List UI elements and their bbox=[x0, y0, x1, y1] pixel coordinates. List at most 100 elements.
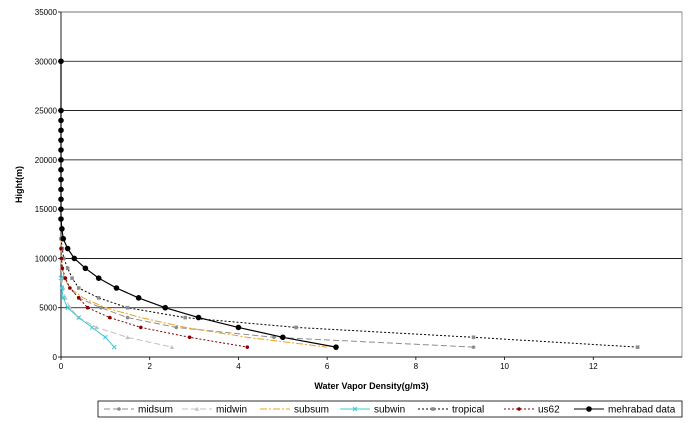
x-tick-label-0: 0 bbox=[59, 362, 64, 371]
legend-marker-3 bbox=[352, 406, 358, 412]
legend: midsum midwin subsum subwin tropical us62 mehr… bbox=[97, 400, 683, 418]
data-point-6-18 bbox=[95, 275, 102, 281]
legend-box bbox=[97, 400, 683, 418]
data-point-5-5 bbox=[76, 296, 81, 300]
series-midwin bbox=[58, 256, 175, 349]
data-point-0-10 bbox=[272, 335, 276, 340]
data-point-4-2 bbox=[61, 256, 66, 261]
y-tick-label-3: 15000 bbox=[35, 205, 58, 214]
data-point-3-7 bbox=[111, 344, 117, 350]
data-point-4-10 bbox=[471, 335, 476, 340]
series-line-0 bbox=[60, 238, 474, 348]
x-axis-title: Water Vapor Density(g/m3) bbox=[314, 381, 428, 391]
data-point-6-21 bbox=[162, 304, 169, 311]
data-point-6-6 bbox=[58, 157, 64, 163]
y-tick-label-5: 25000 bbox=[35, 107, 58, 116]
data-point-4-3 bbox=[65, 266, 70, 271]
series-us62 bbox=[59, 246, 250, 349]
legend-marker-4 bbox=[431, 407, 435, 411]
data-point-0-7 bbox=[99, 305, 103, 310]
legend-label-6: mehrabad data bbox=[608, 405, 676, 416]
data-point-6-7 bbox=[58, 166, 64, 173]
data-point-6-17 bbox=[82, 265, 89, 272]
x-tick-label-6: 12 bbox=[589, 362, 598, 371]
legend-label-1: midwin bbox=[216, 405, 247, 416]
y-axis-title: Hight(m) bbox=[14, 166, 24, 203]
series-line-2 bbox=[60, 238, 328, 348]
series-group bbox=[58, 58, 640, 350]
series-line-5 bbox=[60, 248, 248, 348]
data-point-6-25 bbox=[333, 344, 339, 350]
data-point-3-1 bbox=[59, 285, 65, 291]
data-point-0-9 bbox=[174, 325, 179, 330]
data-point-6-19 bbox=[113, 285, 120, 291]
data-point-5-6 bbox=[85, 305, 90, 310]
data-point-6-16 bbox=[71, 255, 78, 262]
legend-label-0: midsum bbox=[138, 405, 173, 416]
data-point-6-13 bbox=[59, 226, 65, 232]
y-tick-label-0: 0 bbox=[53, 353, 58, 362]
data-point-6-20 bbox=[135, 295, 142, 301]
data-point-3-0 bbox=[58, 275, 64, 281]
data-point-5-3 bbox=[63, 276, 68, 280]
data-point-4-11 bbox=[635, 345, 640, 349]
data-point-5-9 bbox=[187, 335, 192, 340]
data-point-5-0 bbox=[59, 246, 63, 251]
data-point-6-0 bbox=[58, 58, 64, 65]
legend-marker-0 bbox=[117, 407, 121, 411]
series-subsum bbox=[60, 238, 328, 348]
data-point-3-6 bbox=[103, 334, 108, 340]
data-point-5-1 bbox=[59, 256, 64, 261]
x-tick-labels: 0 2 4 6 8 10 12 bbox=[59, 362, 599, 371]
data-point-5-7 bbox=[107, 315, 112, 320]
data-point-6-22 bbox=[195, 314, 202, 321]
data-point-0-8 bbox=[125, 315, 130, 320]
data-point-4-5 bbox=[76, 286, 81, 290]
x-tick-label-2: 4 bbox=[236, 362, 241, 371]
legend-label-3: subwin bbox=[374, 405, 405, 416]
y-tick-label-6: 30000 bbox=[35, 57, 58, 66]
data-point-3-4 bbox=[76, 315, 82, 320]
data-point-4-8 bbox=[183, 315, 187, 320]
data-point-6-1 bbox=[58, 107, 64, 114]
legend-marker-5 bbox=[517, 407, 521, 411]
data-point-6-11 bbox=[58, 206, 64, 212]
data-point-6-24 bbox=[279, 334, 286, 341]
data-point-6-9 bbox=[58, 186, 64, 193]
data-point-6-4 bbox=[58, 137, 64, 143]
series-line-6 bbox=[60, 61, 337, 348]
y-tick-label-7: 35000 bbox=[35, 8, 58, 17]
series-tropical bbox=[59, 236, 640, 349]
legend-marker-6 bbox=[586, 406, 592, 412]
data-point-3-2 bbox=[60, 295, 66, 301]
data-point-4-9 bbox=[294, 325, 298, 330]
legend-label-2: subsum bbox=[294, 405, 329, 416]
legend-label-4: tropical bbox=[452, 405, 484, 416]
data-point-5-4 bbox=[68, 286, 72, 290]
legend-label-5: us62 bbox=[538, 405, 560, 416]
series-line-4 bbox=[60, 238, 638, 348]
data-point-0-11 bbox=[471, 345, 476, 349]
data-point-5-8 bbox=[139, 325, 143, 330]
data-point-1-7 bbox=[94, 325, 99, 330]
data-point-6-14 bbox=[60, 235, 67, 242]
x-tick-label-4: 8 bbox=[414, 362, 419, 371]
y-tick-labels: 0 5000 10000 15000 20000 25000 30000 35000 bbox=[35, 8, 58, 362]
series-line-1 bbox=[60, 258, 173, 348]
data-point-5-10 bbox=[245, 345, 250, 349]
x-tick-label-5: 10 bbox=[500, 362, 509, 371]
data-point-6-15 bbox=[64, 245, 71, 252]
gridlines bbox=[61, 11, 682, 358]
data-point-6-8 bbox=[58, 176, 64, 183]
plot-area bbox=[60, 11, 683, 358]
data-point-1-9 bbox=[169, 344, 175, 349]
data-point-4-7 bbox=[125, 305, 130, 310]
data-point-6-2 bbox=[58, 117, 64, 124]
data-point-4-6 bbox=[96, 296, 101, 300]
y-tick-label-2: 10000 bbox=[35, 254, 58, 263]
x-tick-label-1: 2 bbox=[147, 362, 152, 371]
y-tick-label-4: 20000 bbox=[35, 156, 58, 165]
data-point-4-4 bbox=[70, 276, 74, 280]
series-midsum bbox=[59, 236, 476, 349]
data-point-3-3 bbox=[65, 305, 71, 311]
